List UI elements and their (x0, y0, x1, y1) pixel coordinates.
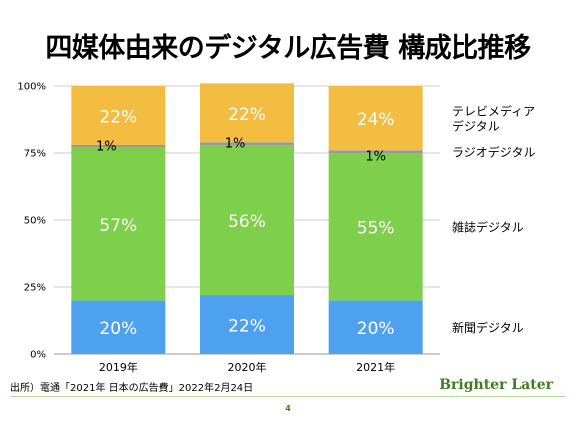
data-label: 22% (228, 105, 266, 125)
data-label: 1% (225, 137, 246, 152)
bar-segment (200, 144, 294, 296)
data-labels: 20% 57% 1% 22% 22% 56% 1% 22% 20% 55% 1% 24% (96, 105, 395, 339)
y-tick-label: 100% (17, 82, 46, 93)
data-label: 20% (99, 319, 137, 339)
axes: 0% 25% 50% 75% 100% 2019年 2020年 2021年 (17, 82, 440, 374)
data-label: 56% (228, 212, 266, 232)
legend-label: テレビメディア (452, 104, 535, 119)
legend-label: デジタル (452, 119, 500, 134)
y-tick-label: 25% (24, 283, 46, 294)
brand-logo-text: Brighter Later (439, 377, 553, 393)
x-tick-label: 2019年 (99, 360, 138, 374)
legend-label: 雑誌デジタル (452, 220, 524, 235)
legend-label: ラジオデジタル (452, 145, 536, 160)
bar-segment (200, 295, 294, 354)
y-tick-label: 75% (24, 149, 46, 160)
data-label: 55% (357, 219, 395, 239)
x-tick-label: 2020年 (228, 360, 267, 374)
bar-segment (328, 86, 423, 151)
data-label: 57% (99, 216, 137, 236)
footer-divider (10, 396, 566, 397)
data-label: 22% (228, 317, 266, 337)
bar-segment (71, 86, 166, 145)
legend-label: 新聞デジタル (452, 320, 524, 335)
bar-segments (71, 83, 423, 354)
bar-segment (328, 300, 423, 354)
bar-segment (328, 153, 423, 301)
data-label: 1% (365, 150, 386, 165)
source-note: 出所）電通「2021年 日本の広告費」2022年2月24日 (10, 383, 254, 394)
page-number: 4 (285, 404, 291, 413)
y-tick-label: 0% (30, 350, 46, 361)
bar-segment (71, 144, 166, 148)
bar-segment (71, 300, 166, 354)
data-label: 24% (357, 110, 395, 130)
bar-segment (328, 150, 423, 153)
slide-title: 四媒体由来のデジタル広告費 構成比推移 (45, 33, 531, 64)
bar-segment (200, 142, 294, 145)
data-label: 20% (357, 319, 395, 339)
x-tick-label: 2021年 (356, 360, 395, 374)
data-label: 1% (96, 139, 117, 154)
data-label: 22% (99, 107, 137, 127)
bar-segment (200, 83, 294, 143)
y-tick-label: 50% (24, 216, 46, 227)
bar-segment (71, 147, 166, 301)
